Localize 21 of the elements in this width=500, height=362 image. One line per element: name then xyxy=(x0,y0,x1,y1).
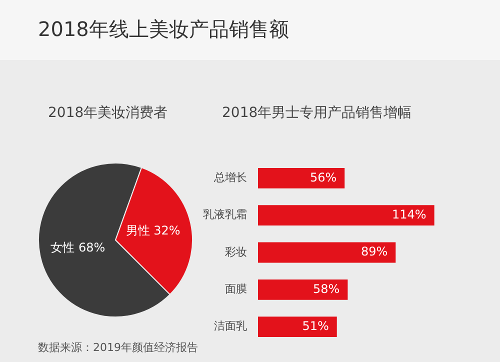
data-label: 51% xyxy=(302,318,329,333)
data-label: 89% xyxy=(360,244,388,259)
y-tick-label: 洁面乳 xyxy=(214,320,247,333)
bar xyxy=(258,316,337,338)
data-label: 56% xyxy=(310,170,337,184)
y-tick-label: 总增长 xyxy=(213,171,247,184)
chart-title: 2018年线上美妆产品销售额 xyxy=(38,16,289,43)
chart-subtitle: 2018年美妆消费者 xyxy=(48,104,168,122)
slice-label: 女性 68% xyxy=(50,240,106,255)
source-note: 数据来源：2019年颜值经济报告 xyxy=(38,340,198,355)
data-label: 58% xyxy=(313,282,340,296)
y-tick-label: 乳液乳霜 xyxy=(203,208,247,222)
y-tick-label: 彩妆 xyxy=(225,245,247,258)
bar xyxy=(258,205,434,226)
bar xyxy=(258,168,345,188)
chart-title: 2018年男士专用产品销售增幅 xyxy=(222,104,412,122)
bar xyxy=(258,279,348,300)
y-tick-label: 面膜 xyxy=(225,282,247,296)
slice-label: 男性 32% xyxy=(126,224,180,238)
bar xyxy=(258,242,396,263)
data-label: 114% xyxy=(392,207,426,222)
